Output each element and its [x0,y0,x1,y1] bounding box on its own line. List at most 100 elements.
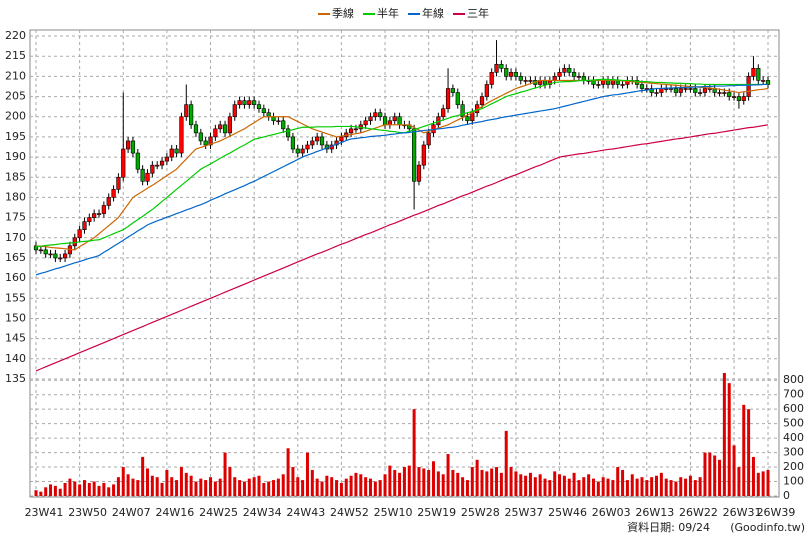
volume-bar [281,474,285,496]
volume-bar [325,475,329,496]
ma-line [35,83,768,276]
volume-bar [238,480,242,496]
volume-bar [616,467,620,496]
volume-bar [737,467,741,496]
candle-body [765,80,771,85]
volume-bar [402,467,406,496]
candle-body [717,92,722,94]
volume-bar [567,478,571,496]
y2-tick-label: 400 [783,431,804,444]
candle-body [484,84,489,97]
candle-body [450,88,456,93]
volume-bar [543,478,547,496]
x-tick-label: 26W13 [635,506,674,519]
volume-bar [359,474,363,496]
y-tick-label: 220 [5,29,26,42]
candle-body [261,108,266,114]
candle-body [761,80,766,82]
volume-bar [659,472,663,496]
candle-body [426,132,431,146]
y2-tick-label: 100 [783,475,804,488]
candle-body [203,140,208,146]
volume-bar [456,472,460,496]
y2-tick-label: 600 [783,402,804,415]
volume-bar [407,465,411,496]
volume-bar [73,481,77,496]
volume-bar [49,484,53,496]
candle-body [416,164,422,182]
volume-bar [451,469,455,496]
volume-bar [538,474,542,496]
candle-body [581,76,586,81]
candle-body [756,68,761,81]
volume-bar [44,487,48,496]
candle-body [562,68,567,73]
volume-bar [383,474,387,496]
x-tick-label: 26W03 [592,506,631,519]
volume-bar [562,475,566,496]
candle-body [174,148,179,154]
candle-body [373,112,378,118]
y-tick-label: 135 [5,372,26,385]
volume-bar [116,477,120,496]
candle-body [397,116,402,126]
volume-bar [528,472,532,496]
candle-body [382,116,388,126]
volume-bar [34,490,38,496]
candle-body [38,249,43,252]
volume-bar [732,445,736,496]
volume-bar [669,480,673,496]
candle-body [62,253,68,259]
volume-bar [335,480,339,496]
volume-bar [727,383,731,496]
volume-bar [228,467,232,496]
volume-bar [470,467,474,496]
volume-bar [63,482,67,496]
candle-body [421,144,426,166]
candle-body [247,100,252,105]
volume-bar [514,471,518,496]
volume-bar [184,472,188,496]
candle-body [378,112,383,118]
candle-body [295,148,300,154]
volume-bar [436,471,440,496]
volume-bar [165,469,169,496]
candle-body [465,116,470,122]
volume-bar [635,478,639,496]
volume-bar [213,481,217,496]
volume-bar [684,478,688,496]
volume-bar [102,482,106,496]
volume-bar [427,469,431,496]
volume-bar [587,474,591,496]
candle-body [169,148,174,158]
candle-body [736,96,742,101]
candle-body [678,88,683,93]
volume-bar [722,373,726,496]
volume-bar [495,467,499,496]
x-tick-label: 24W25 [199,506,238,519]
volume-bar [751,456,755,496]
volume-bar [209,477,213,496]
volume-bar [558,474,562,496]
volume-bar [364,477,368,496]
candle-body [741,96,746,101]
candle-body [567,68,572,73]
volume-bar [53,485,57,496]
candle-body [596,84,601,86]
volume-bar [698,477,702,496]
volume-bar [679,477,683,496]
volume-bar [97,485,101,496]
ma-line [35,79,769,251]
volume-bar [548,480,552,496]
volume-bar [422,468,426,496]
candle-body [683,88,688,90]
y2-tick-label: 800 [783,373,804,386]
volume-bar [742,404,746,496]
volume-bar [82,480,86,496]
volume-bar [756,472,760,496]
y2-tick-label: 500 [783,417,804,430]
volume-bar [432,461,436,496]
volume-bar [262,482,266,496]
